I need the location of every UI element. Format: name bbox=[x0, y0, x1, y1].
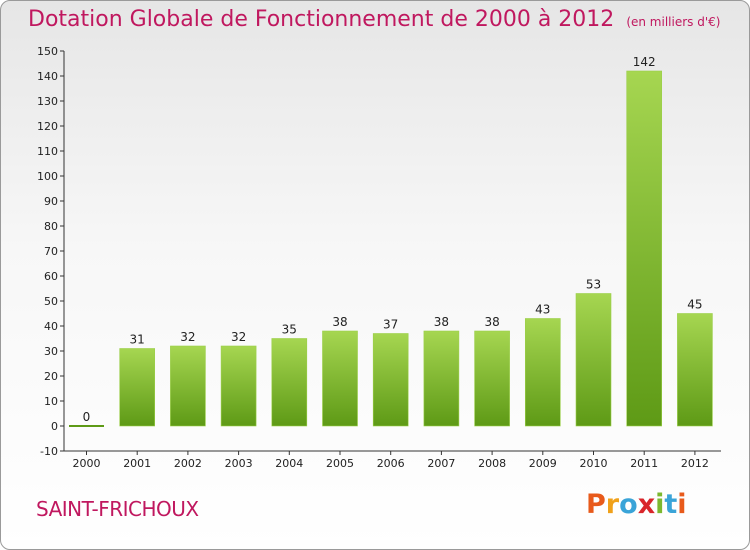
logo-letter: x bbox=[637, 489, 656, 520]
x-tick-label: 2005 bbox=[326, 457, 354, 470]
x-tick-label: 2006 bbox=[377, 457, 405, 470]
bar bbox=[220, 345, 257, 427]
logo-letter: r bbox=[605, 489, 620, 520]
bar bbox=[677, 313, 713, 427]
y-tick-label: 50 bbox=[44, 295, 58, 308]
x-tick-label: 2003 bbox=[225, 457, 253, 470]
bar-value-label: 31 bbox=[130, 333, 145, 347]
bar bbox=[372, 333, 409, 427]
bar bbox=[271, 338, 308, 427]
bar bbox=[524, 318, 561, 427]
y-tick-label: 60 bbox=[44, 270, 58, 283]
x-tick-label: 2010 bbox=[580, 457, 608, 470]
subtitle-text: (en milliers d'€) bbox=[626, 15, 721, 29]
bar-value-label: 32 bbox=[231, 330, 246, 344]
y-tick-label: 20 bbox=[44, 370, 58, 383]
y-tick-label: 110 bbox=[37, 145, 58, 158]
bar bbox=[626, 70, 663, 427]
x-tick-label: 2004 bbox=[275, 457, 303, 470]
bar bbox=[423, 330, 460, 427]
bar bbox=[69, 425, 104, 427]
bar-value-label: 35 bbox=[282, 323, 297, 337]
bar-value-label: 53 bbox=[586, 278, 601, 292]
y-tick-label: 0 bbox=[51, 420, 58, 433]
logo-letter: P bbox=[586, 489, 606, 520]
bar-value-label: 38 bbox=[434, 315, 449, 329]
y-tick-label: 120 bbox=[37, 120, 58, 133]
bar bbox=[322, 330, 358, 427]
bar-value-label: 38 bbox=[332, 315, 347, 329]
y-tick-label: 140 bbox=[37, 70, 58, 83]
chart-title: Dotation Globale de Fonctionnement de 20… bbox=[28, 7, 720, 32]
y-tick-label: 90 bbox=[44, 195, 58, 208]
logo-letter: i bbox=[655, 489, 665, 520]
bar-value-label: 38 bbox=[484, 315, 499, 329]
bar-value-label: 32 bbox=[180, 330, 195, 344]
y-tick-label: 70 bbox=[44, 245, 58, 258]
y-tick-label: -10 bbox=[40, 445, 58, 458]
x-tick-label: 2009 bbox=[529, 457, 557, 470]
bar-value-label: 142 bbox=[633, 55, 656, 69]
x-tick-label: 2007 bbox=[427, 457, 455, 470]
bar bbox=[575, 293, 612, 427]
x-tick-label: 2011 bbox=[630, 457, 658, 470]
x-tick-label: 2000 bbox=[73, 457, 101, 470]
y-tick-label: 100 bbox=[37, 170, 58, 183]
bar-value-label: 0 bbox=[83, 410, 91, 424]
title-text: Dotation Globale de Fonctionnement de 20… bbox=[28, 7, 615, 32]
y-tick-label: 40 bbox=[44, 320, 58, 333]
bar bbox=[119, 348, 155, 427]
bar-value-label: 37 bbox=[383, 318, 398, 332]
y-tick-label: 10 bbox=[44, 395, 58, 408]
bar bbox=[474, 330, 510, 427]
y-tick-label: 30 bbox=[44, 345, 58, 358]
proxiti-logo: Proxiti bbox=[586, 489, 687, 520]
y-tick-label: 150 bbox=[37, 45, 58, 58]
y-tick-label: 130 bbox=[37, 95, 58, 108]
bar-value-label: 45 bbox=[687, 298, 702, 312]
logo-letter: t bbox=[664, 489, 678, 520]
bar-value-label: 43 bbox=[535, 303, 550, 317]
logo-letter: i bbox=[677, 489, 687, 520]
town-name: SAINT-FRICHOUX bbox=[36, 497, 199, 521]
logo-letter: o bbox=[619, 489, 638, 520]
x-tick-label: 2001 bbox=[123, 457, 151, 470]
x-tick-label: 2012 bbox=[681, 457, 709, 470]
x-tick-label: 2002 bbox=[174, 457, 202, 470]
bar bbox=[170, 345, 206, 427]
x-tick-label: 2008 bbox=[478, 457, 506, 470]
y-tick-label: 80 bbox=[44, 220, 58, 233]
